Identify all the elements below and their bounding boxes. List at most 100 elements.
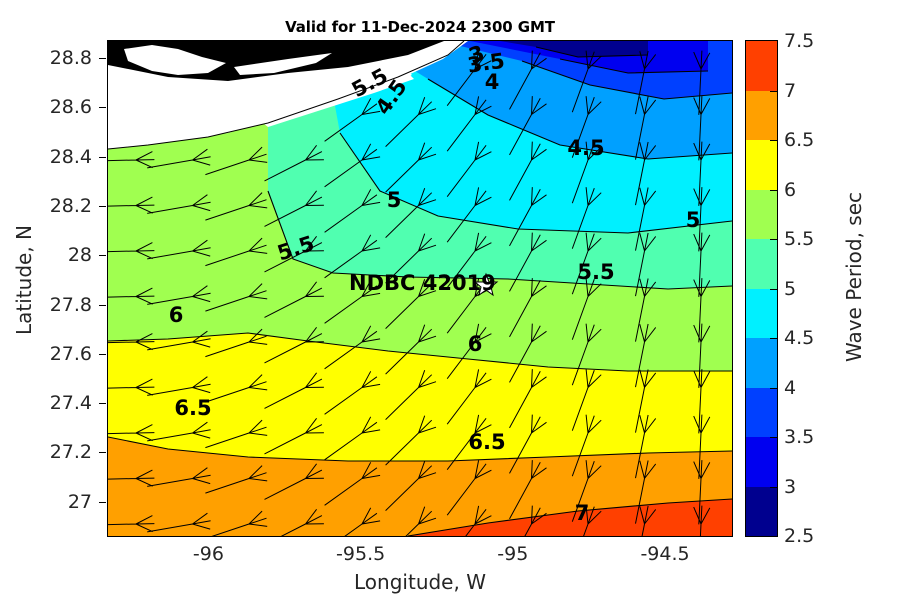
wind-barb xyxy=(108,151,155,169)
wind-barb xyxy=(324,325,381,370)
wind-barb xyxy=(205,328,268,358)
wind-barb xyxy=(509,232,547,292)
wind-barb xyxy=(635,414,657,479)
wind-barb xyxy=(571,460,602,522)
colorbar-tick-mark xyxy=(770,189,778,191)
y-tick-mark xyxy=(99,353,106,355)
wind-barb xyxy=(385,233,437,284)
contour-label: 3.5 xyxy=(466,49,506,78)
wind-barb xyxy=(205,419,268,449)
wind-barb xyxy=(635,141,657,206)
colorbar-band xyxy=(746,41,777,91)
wind-barb xyxy=(280,508,324,536)
wind-barb xyxy=(446,187,492,243)
wind-barb xyxy=(635,369,657,433)
contour-label: 6.5 xyxy=(468,430,505,454)
wind-barb xyxy=(324,280,381,324)
colorbar-title: Wave Period, sec xyxy=(842,191,866,363)
colorbar-tick-label: 5.5 xyxy=(784,228,815,250)
wind-barb xyxy=(385,415,437,466)
wind-barb xyxy=(635,232,657,297)
y-tick-mark xyxy=(99,403,106,404)
y-tick-mark xyxy=(99,452,106,454)
wind-barb xyxy=(405,506,437,536)
wind-barb xyxy=(211,510,268,536)
wind-barb xyxy=(446,96,492,152)
y-tick-label: 28 xyxy=(67,244,92,267)
colorbar-tick-mark xyxy=(770,90,778,92)
contour-label: 7 xyxy=(575,501,590,525)
colorbar-tick-mark xyxy=(770,437,778,438)
wind-barb xyxy=(147,330,211,351)
x-tick-label: -95.5 xyxy=(336,543,386,565)
contour-label: 4.5 xyxy=(567,136,604,160)
contour-label: 5.5 xyxy=(577,260,614,284)
colorbar xyxy=(745,40,778,537)
wind-barb xyxy=(385,142,437,193)
y-tick-mark xyxy=(99,501,106,503)
colorbar-tick-mark xyxy=(770,338,778,339)
contour-lines xyxy=(108,41,732,536)
y-tick-label: 27.6 xyxy=(49,342,92,365)
wind-barb xyxy=(264,417,324,455)
wind-barb xyxy=(108,378,155,396)
wind-barb xyxy=(205,465,268,494)
colorbar-tick-label: 7.5 xyxy=(784,30,815,52)
y-tick-label: 27.8 xyxy=(49,293,92,316)
wind-barb xyxy=(324,371,381,415)
wind-barb xyxy=(635,460,657,524)
y-tick-mark xyxy=(99,206,106,207)
wind-barb xyxy=(693,232,711,297)
wind-barb xyxy=(108,469,155,487)
wind-barb xyxy=(264,235,324,273)
figure-title: Valid for 11-Dec-2024 2300 GMT xyxy=(285,18,555,36)
wind-barb xyxy=(635,187,657,251)
contour-label: 5 xyxy=(686,208,701,232)
y-tick-label: 27 xyxy=(67,490,92,513)
contour-label: 5 xyxy=(387,188,402,212)
wind-barb xyxy=(108,333,155,351)
y-tick-label: 28.4 xyxy=(49,145,92,168)
wind-barb xyxy=(205,237,268,267)
x-tick-label: -95 xyxy=(497,543,529,565)
y-tick-mark xyxy=(99,255,106,257)
wind-barb xyxy=(205,374,268,403)
colorbar-tick-mark xyxy=(770,486,778,488)
colorbar-tick-label: 4 xyxy=(784,376,797,399)
wind-barb xyxy=(509,50,547,110)
wind-barb xyxy=(147,512,211,533)
wind-barb xyxy=(446,460,492,516)
filled-contour-bands xyxy=(108,41,732,536)
wind-barb xyxy=(635,96,657,160)
wind-barb xyxy=(264,326,324,364)
wind-barb xyxy=(385,324,437,375)
coast-white-wedge xyxy=(108,41,464,149)
colorbar-tick-label: 2.5 xyxy=(784,525,815,547)
wind-barb xyxy=(571,323,602,386)
wind-barb xyxy=(693,96,711,161)
colorbar-tick-label: 3.5 xyxy=(784,426,815,448)
wind-barb xyxy=(571,414,602,477)
wind-barb xyxy=(509,187,547,247)
x-tick-label: -94.5 xyxy=(640,543,690,565)
y-axis-tick-labels: 27 27.2 27.4 27.6 27.8 28 28.2 28.4 28.6 28.8 xyxy=(0,40,106,537)
y-tick-label: 27.4 xyxy=(49,392,92,414)
wind-barb xyxy=(693,414,711,479)
wind-barb xyxy=(147,285,211,305)
station-label: NDBC 42019 xyxy=(349,271,496,295)
wind-barb xyxy=(147,239,211,260)
wind-barb xyxy=(205,146,268,176)
wind-barb xyxy=(509,278,547,338)
wind-barb xyxy=(693,460,711,525)
wind-barb xyxy=(571,369,602,431)
wind-barb xyxy=(385,461,437,511)
colorbar-band xyxy=(746,288,777,338)
wind-barb xyxy=(147,421,211,442)
wind-barb xyxy=(264,463,324,500)
contour-label: 4 xyxy=(485,70,500,94)
colorbar-tick-label: 6.5 xyxy=(784,129,815,151)
wind-barb xyxy=(324,462,381,506)
wind-barb xyxy=(509,141,547,201)
